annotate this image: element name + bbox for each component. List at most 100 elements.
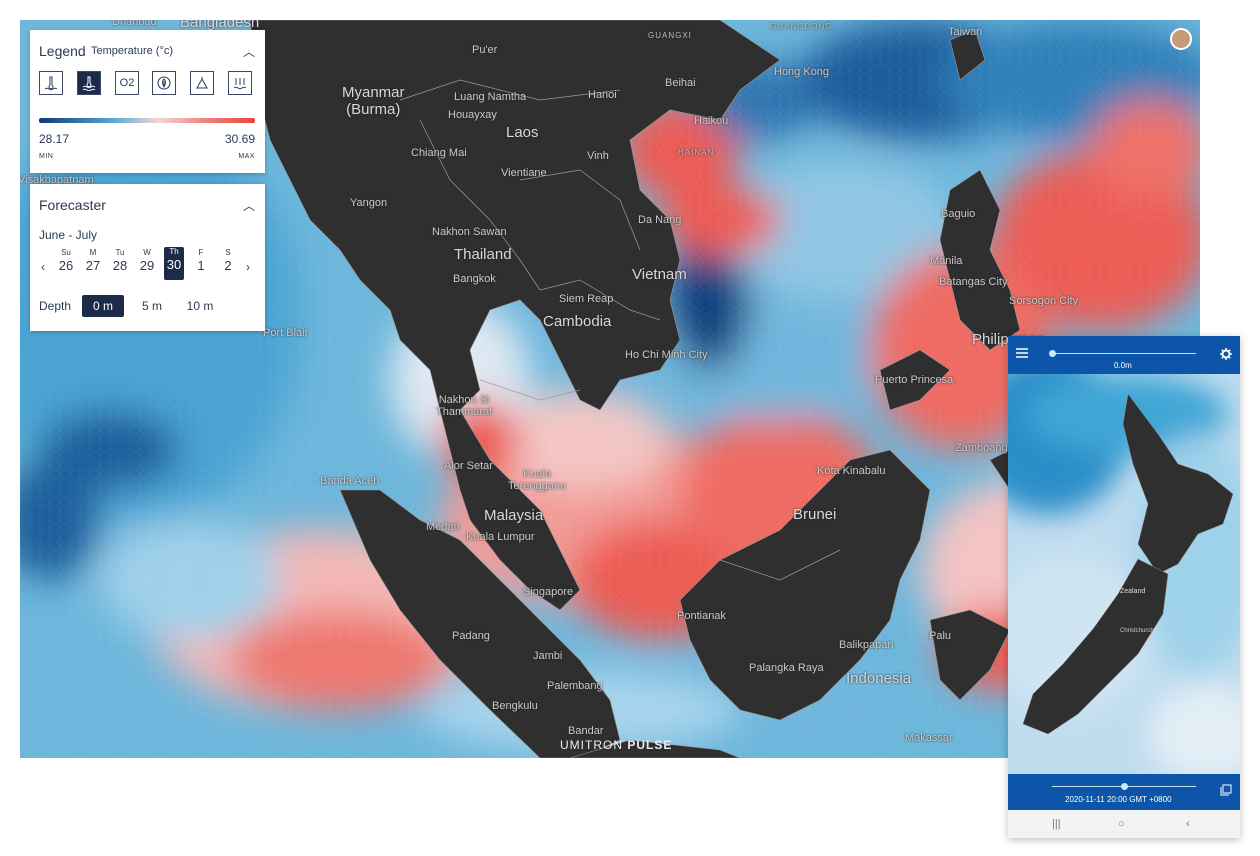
depth-slider-track[interactable]: [1052, 353, 1196, 354]
place-label: Baguio: [941, 208, 976, 220]
place-label: Dhanbad: [112, 20, 157, 28]
place-label: Chiang Mai: [411, 147, 467, 159]
place-label: Indonesia: [846, 670, 912, 687]
place-label: Alor Setar: [444, 460, 493, 472]
place-label: New Zealand: [1104, 588, 1146, 595]
legend-title: Legend: [39, 43, 86, 59]
prev-week-chevron-icon[interactable]: ‹: [41, 260, 45, 274]
mobile-top-bar: 0.0m: [1008, 336, 1240, 374]
oxygen-icon[interactable]: O2: [115, 71, 139, 95]
place-label: Nakhon Sawan: [432, 226, 507, 238]
place-label: Thailand: [454, 246, 512, 263]
collapse-chevron-icon[interactable]: ︿: [242, 199, 255, 213]
place-label: Malaysia: [484, 507, 544, 524]
brand-right: PULSE: [627, 738, 673, 752]
place-label: Pontianak: [677, 610, 726, 622]
place-label: Siem Reap: [559, 293, 614, 305]
place-label: Laos: [506, 124, 539, 141]
day-cell-selected[interactable]: Th 30: [164, 247, 184, 280]
place-label: GUANGDONG: [770, 22, 833, 31]
leaf-icon[interactable]: [152, 71, 176, 95]
place-label: Da Nang: [638, 214, 682, 226]
place-label: Nakhon Si Thammarat: [436, 394, 493, 418]
place-label: Batangas City: [939, 276, 1008, 288]
depth-option[interactable]: 5 m: [141, 299, 162, 313]
temperature-gradient-bar: [39, 118, 255, 123]
gear-icon[interactable]: [1220, 348, 1232, 360]
place-label: Christchurch: [1120, 628, 1154, 634]
ocean-temperature-map[interactable]: Dhanbad Bangladesh GUANGDONG GUANGXI Tai…: [20, 20, 1200, 758]
brand-left: UMITRON: [560, 738, 623, 752]
depth-slider-handle[interactable]: [1048, 350, 1056, 357]
place-label: Port Blair: [263, 327, 309, 339]
time-slider-handle[interactable]: [1120, 783, 1128, 790]
place-label: Jambi: [533, 650, 563, 662]
thermometer-surface-icon[interactable]: [39, 71, 63, 95]
brand-logo: UMITRON PULSE: [560, 738, 672, 752]
next-week-chevron-icon[interactable]: ›: [246, 260, 250, 274]
depth-wave-icon[interactable]: [228, 71, 252, 95]
legend-max-label: MAX: [238, 153, 255, 160]
place-label: Padang: [452, 630, 490, 642]
place-label: Zamboanga: [955, 442, 1014, 454]
forecaster-title: Forecaster: [39, 197, 106, 213]
place-label: Yangon: [350, 197, 388, 209]
depth-option[interactable]: 10 m: [186, 299, 214, 313]
place-label: Singapore: [523, 586, 574, 598]
place-label: Vientiane: [501, 167, 547, 179]
day-cell[interactable]: M 27: [85, 248, 101, 273]
place-label: Brunei: [793, 506, 837, 523]
place-label: Makassar: [905, 732, 953, 744]
recent-apps-icon[interactable]: |||: [1052, 818, 1061, 830]
collapse-chevron-icon[interactable]: ︿: [242, 45, 255, 59]
day-cell[interactable]: Su 26: [58, 248, 74, 273]
place-label: Bandar: [568, 725, 604, 737]
day-cell[interactable]: W 29: [139, 248, 155, 273]
mobile-map-canvas: [1008, 374, 1240, 774]
tide-icon[interactable]: [190, 71, 214, 95]
depth-option-selected[interactable]: 0 m: [82, 295, 124, 317]
day-cell[interactable]: Tu 28: [112, 248, 128, 273]
place-label: Houayxay: [448, 109, 497, 121]
layers-icon[interactable]: [1220, 784, 1232, 796]
place-label: Pu'er: [472, 44, 498, 56]
place-label: Manila: [930, 255, 963, 267]
place-label: Palu: [929, 630, 952, 642]
avatar[interactable]: [1170, 28, 1192, 50]
place-label: Vinh: [587, 150, 609, 162]
legend-panel: Legend Temperature (°c) ︿ O2 28.17 30.69…: [30, 30, 265, 173]
place-label: Cambodia: [543, 313, 612, 330]
place-label: Kuala Lumpur: [466, 531, 535, 543]
forecaster-panel: Forecaster ︿ June - July ‹ Su 26 M 27 Tu 28…: [30, 184, 265, 331]
place-label: Puerto Princesa: [875, 374, 954, 386]
depth-label: Depth: [39, 299, 72, 313]
place-label: Palembang: [547, 680, 603, 692]
oxygen-label: O2: [119, 77, 135, 89]
country-borders: [399, 79, 841, 581]
place-label: GUANGXI: [648, 31, 692, 40]
place-label: Hong Kong: [774, 66, 830, 78]
place-label: HAINAN: [678, 148, 715, 157]
place-label: Bengkulu: [492, 700, 538, 712]
place-label: Sorsogon City: [1009, 295, 1079, 307]
legend-subtitle: Temperature (°c): [91, 45, 174, 57]
timestamp: 2020-11-11 20:00 GMT +0800: [1065, 795, 1172, 804]
home-icon[interactable]: ○: [1118, 818, 1125, 830]
place-label: Hanoi: [588, 89, 617, 101]
place-label: Luang Namtha: [454, 91, 527, 103]
place-label: Kota Kinabalu: [817, 465, 886, 477]
thermometer-water-icon[interactable]: [77, 71, 101, 95]
place-label: Haikou: [694, 115, 729, 127]
place-label: Ho Chi Minh City: [625, 349, 708, 361]
mobile-map[interactable]: New Zealand Christchurch: [1008, 374, 1240, 774]
mobile-landmass: [1022, 393, 1234, 735]
mobile-app-preview: 0.0m New Zealand Christchurch 2020-11-11…: [1008, 336, 1240, 838]
place-label: Balikpapan: [839, 639, 894, 651]
place-label: Banda Aceh: [320, 475, 380, 487]
menu-icon[interactable]: [1016, 348, 1028, 358]
place-label: Bangkok: [453, 273, 496, 285]
android-nav-bar: ||| ○ ‹: [1008, 810, 1240, 838]
back-icon[interactable]: ‹: [1186, 818, 1190, 830]
